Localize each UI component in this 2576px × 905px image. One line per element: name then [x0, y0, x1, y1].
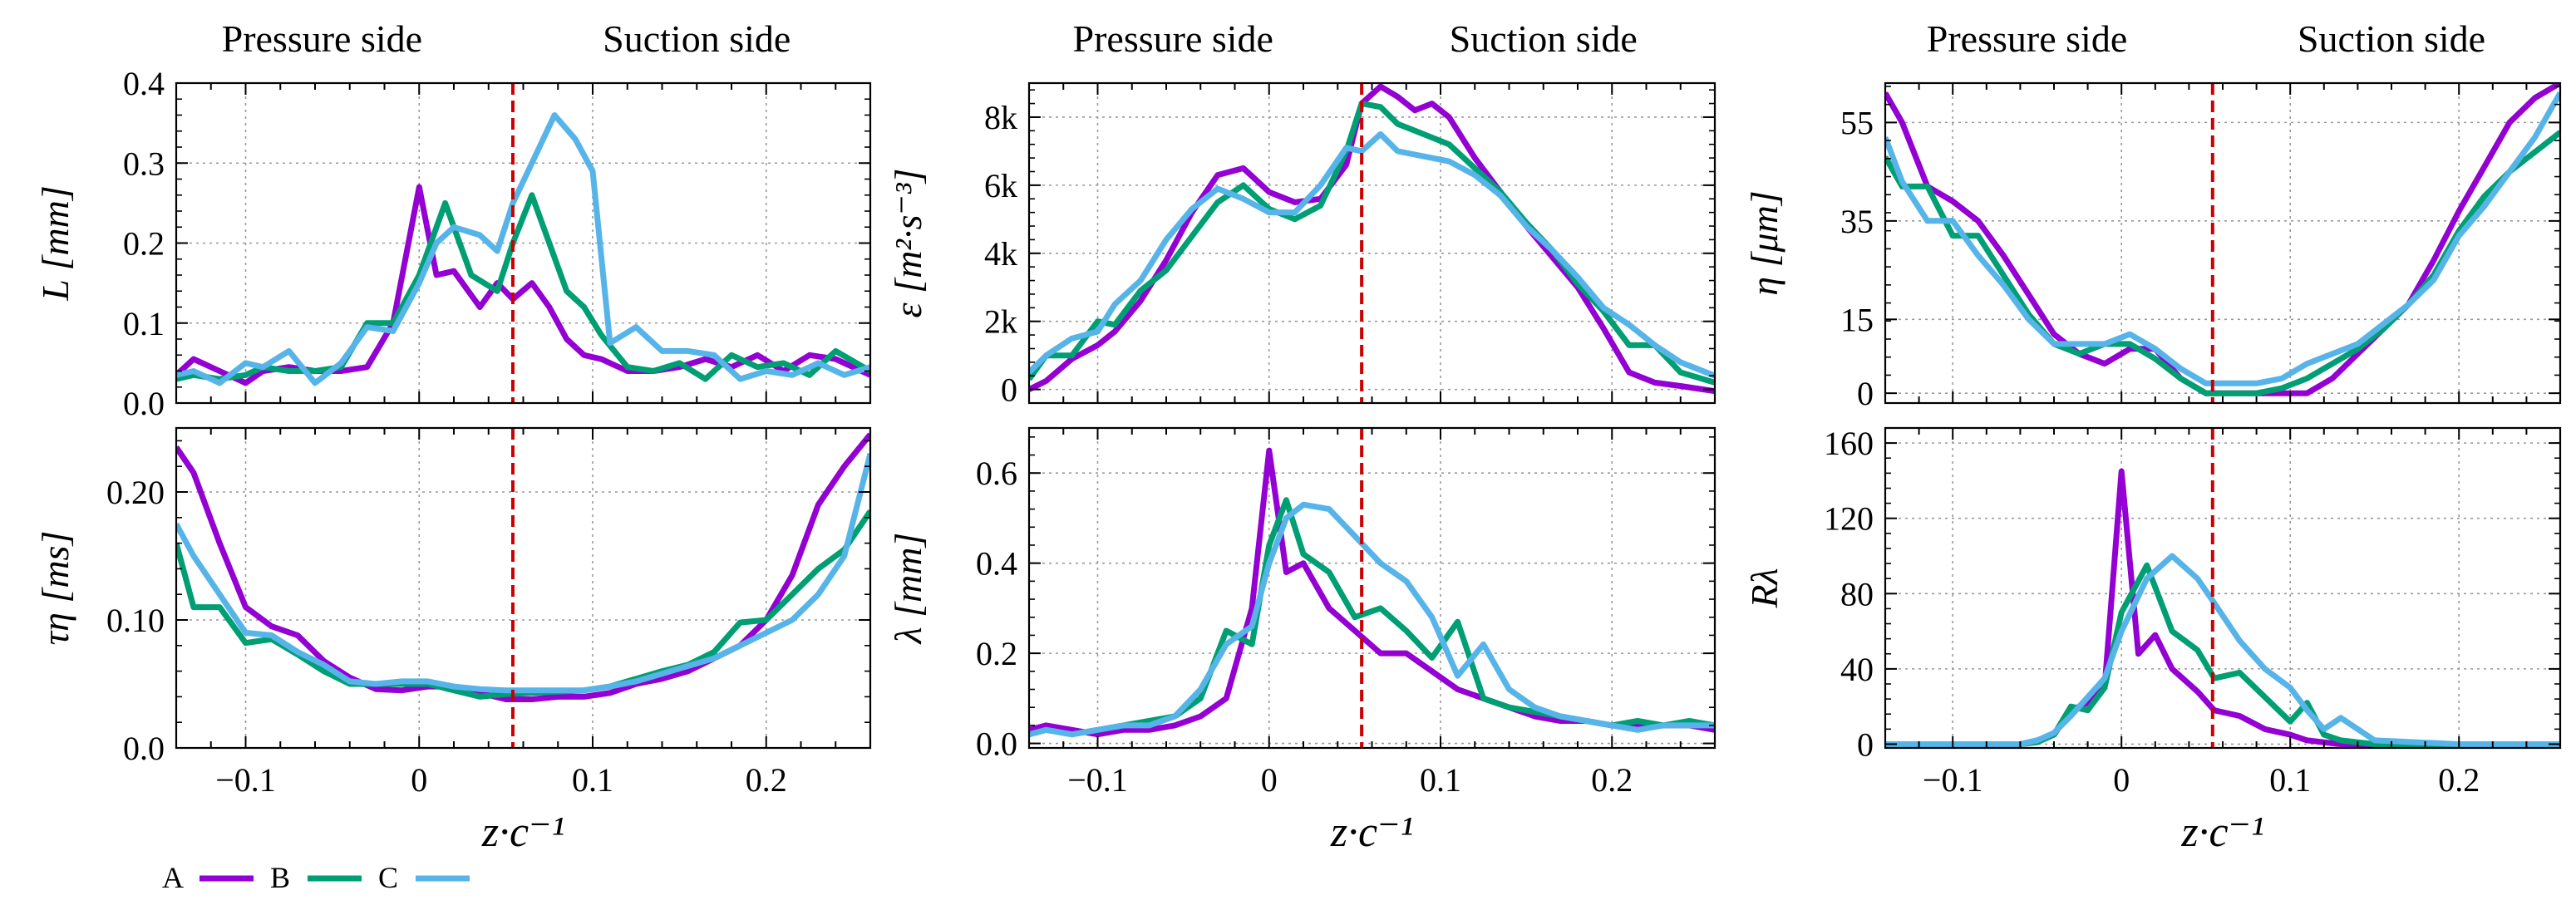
panel-tau: 0.0 0.10 0.20 −0.1 0 0.1 0.2 τη [ms] z·c⁻¹ — [34, 426, 872, 856]
x-axis-label: z·c⁻¹ — [481, 809, 564, 856]
x-axis-label: z·c⁻¹ — [1330, 809, 1413, 856]
legend-label: B — [270, 861, 290, 894]
y-tick-label: 2k — [984, 303, 1017, 341]
y-tick-label: 120 — [1824, 500, 1874, 538]
suction-side-title: Suction side — [1450, 17, 1638, 60]
series-line-B — [176, 192, 870, 382]
pressure-side-title: Pressure side — [1927, 17, 2127, 60]
y-tick-label: 4k — [984, 235, 1017, 273]
y-tick-label: 55 — [1840, 104, 1874, 141]
series-line-A — [176, 432, 870, 702]
y-axis-label: λ [mm] — [887, 533, 929, 646]
legend-label: A — [162, 861, 184, 894]
y-tick-label: 0.10 — [106, 602, 165, 639]
x-axis-label: z·c⁻¹ — [2180, 809, 2263, 856]
suction-side-title: Suction side — [2298, 17, 2485, 60]
y-tick-label: 0 — [1857, 725, 1874, 763]
panel-Rlambda: 0 40 80 120 160 −0.1 0 0.1 0.2 Rλ z·c⁻¹ — [1743, 425, 2562, 856]
panel-epsilon: 0 2k 4k 6k 8k ε [m²·s⁻³] Pressure side Suction … — [887, 17, 1717, 409]
x-tick-label: −0.1 — [1923, 761, 1983, 799]
series-line-C — [176, 112, 870, 386]
x-tick-label: 0.2 — [2438, 761, 2480, 799]
y-tick-label: 0.0 — [123, 730, 165, 767]
y-tick-label: 0.1 — [123, 305, 165, 342]
y-tick-label: 8k — [984, 99, 1017, 136]
y-tick-label: 15 — [1840, 301, 1874, 338]
pressure-side-title: Pressure side — [222, 17, 422, 60]
x-tick-label: 0.1 — [2269, 761, 2311, 799]
y-axis-label: ε [m²·s⁻³] — [887, 169, 929, 318]
y-axis-label: η [μm] — [1743, 190, 1785, 295]
panel-L: 0.0 0.1 0.2 0.3 0.4 L [mm] Pressure side Suctio… — [34, 17, 872, 422]
y-tick-label: 80 — [1840, 575, 1874, 612]
y-tick-label: 40 — [1840, 651, 1874, 688]
panel-eta: 0 15 35 55 η [μm] Pressure side Suction side — [1743, 17, 2562, 412]
y-tick-label: 0.2 — [123, 225, 165, 263]
y-tick-label: 0.4 — [123, 65, 165, 102]
y-tick-label: 35 — [1840, 203, 1874, 240]
panel-lambda: 0.0 0.2 0.4 0.6 −0.1 0 0.1 0.2 λ [mm] z·c⁻¹ — [887, 426, 1717, 856]
x-tick-label: 0.2 — [1591, 761, 1633, 799]
pressure-side-title: Pressure side — [1073, 17, 1273, 60]
y-tick-label: 160 — [1824, 425, 1874, 462]
y-tick-label: 0.6 — [976, 455, 1017, 492]
x-tick-label: 0.2 — [746, 761, 787, 799]
y-tick-label: 0 — [1857, 375, 1874, 412]
x-tick-label: −0.1 — [215, 761, 276, 799]
y-tick-label: 0.0 — [123, 385, 165, 422]
series-line-C — [176, 452, 870, 694]
suction-side-title: Suction side — [603, 17, 791, 60]
y-tick-label: 0.20 — [106, 474, 165, 511]
series-line-B — [1029, 101, 1715, 386]
x-tick-label: 0.1 — [1420, 761, 1461, 799]
series-line-C — [1885, 91, 2560, 386]
series-line-A — [1029, 83, 1715, 395]
series-line-A — [1029, 447, 1715, 738]
y-tick-label: 0.3 — [123, 145, 165, 182]
y-axis-label: τη [ms] — [34, 531, 76, 646]
legend: A B C — [162, 861, 470, 894]
x-tick-label: 0 — [1261, 761, 1278, 799]
x-tick-label: 0 — [2113, 761, 2130, 799]
y-tick-label: 0.2 — [976, 635, 1017, 672]
series-line-C — [1885, 553, 2560, 747]
x-tick-label: 0.1 — [572, 761, 613, 799]
x-tick-label: −0.1 — [1067, 761, 1128, 799]
y-tick-label: 0 — [1001, 371, 1017, 409]
series-line-C — [1029, 501, 1715, 738]
y-tick-label: 0.0 — [976, 725, 1017, 763]
x-tick-label: 0 — [411, 761, 427, 799]
series-line-C — [1029, 130, 1715, 379]
y-axis-label: Rλ — [1743, 568, 1785, 608]
y-tick-label: 6k — [984, 167, 1017, 204]
y-tick-label: 0.4 — [976, 545, 1017, 583]
legend-label: C — [378, 861, 398, 894]
y-axis-label: L [mm] — [34, 185, 76, 302]
